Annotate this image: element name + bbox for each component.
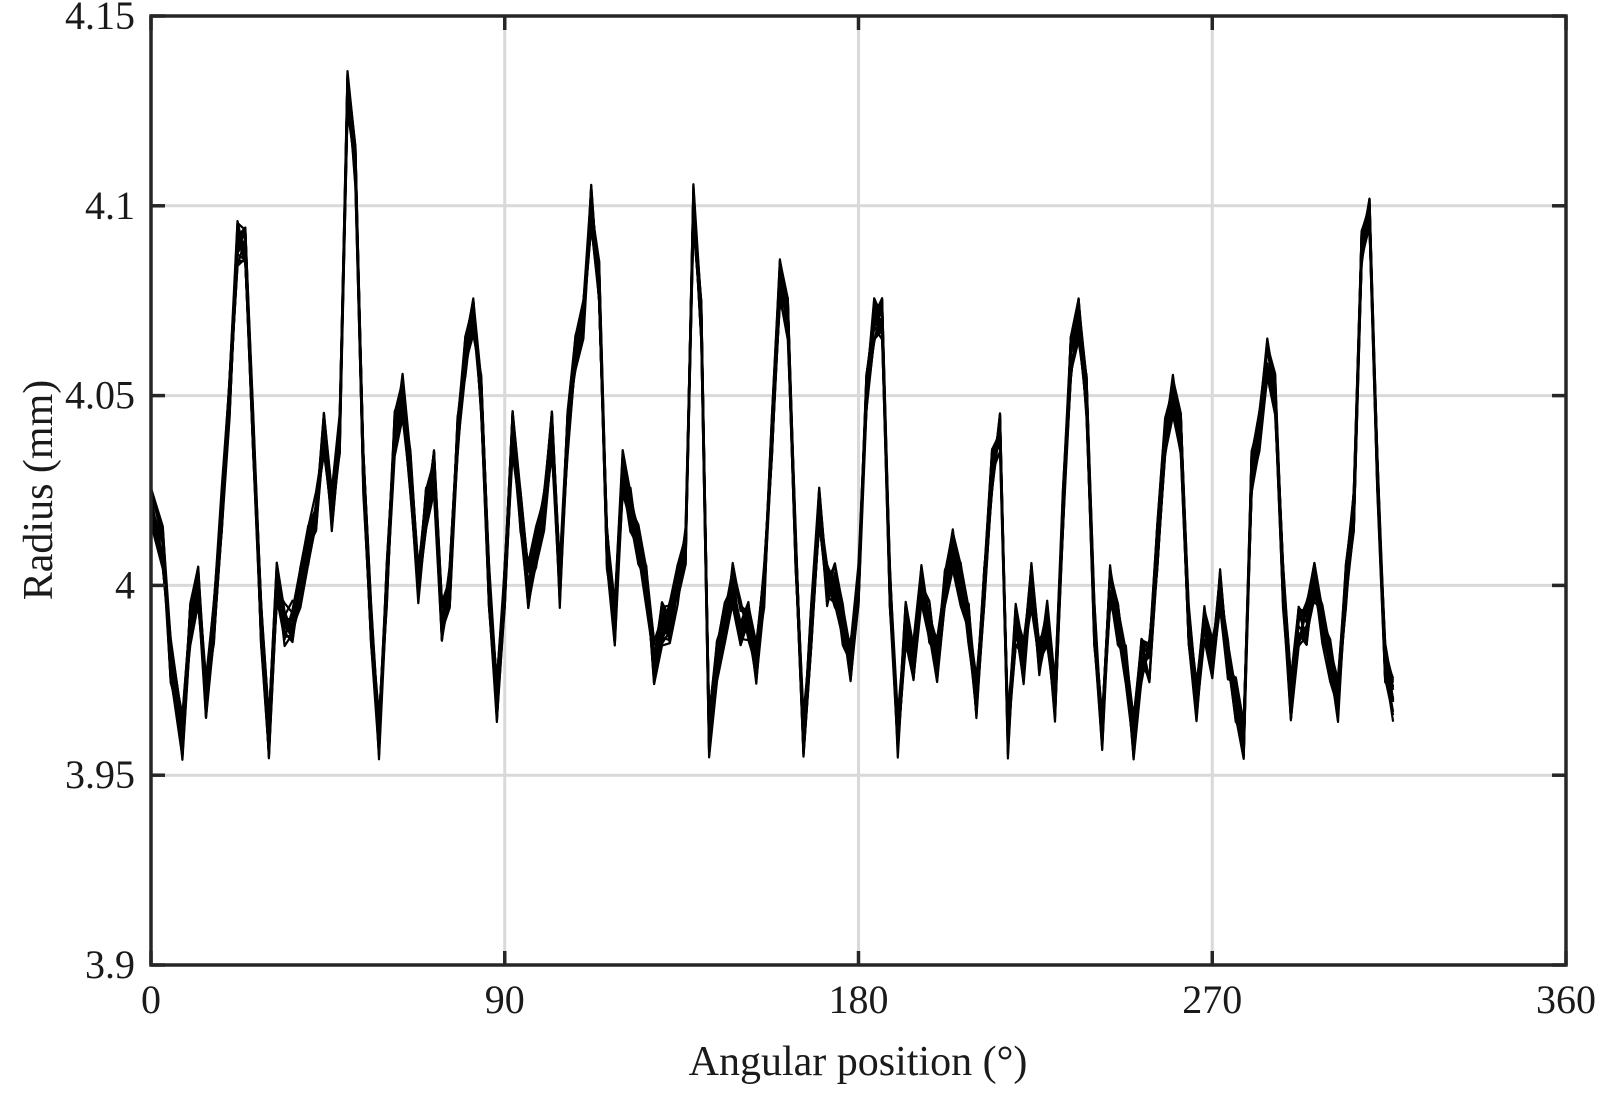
x-tick-label: 0 — [141, 977, 161, 1022]
y-tick-label: 4.05 — [65, 373, 135, 418]
x-tick-label: 90 — [485, 977, 525, 1022]
measurement-trace — [149, 73, 1395, 756]
x-axis-label: Angular position (°) — [689, 1039, 1028, 1085]
y-axis-label: Radius (mm) — [16, 380, 62, 600]
axis-ticks — [149, 14, 1568, 967]
y-tick-label: 3.95 — [65, 752, 135, 797]
y-tick-label: 4 — [115, 562, 135, 607]
y-tick-labels: 3.9 3.95 4 4.05 4.1 4.15 — [65, 0, 135, 987]
x-tick-labels: 0 90 180 270 360 — [141, 977, 1596, 1022]
x-tick-label: 180 — [829, 977, 889, 1022]
y-tick-label: 3.9 — [85, 942, 135, 987]
x-tick-label: 270 — [1182, 977, 1242, 1022]
x-tick-label: 360 — [1536, 977, 1596, 1022]
y-tick-label: 4.15 — [65, 0, 135, 38]
y-tick-label: 4.1 — [85, 183, 135, 228]
trace-lines — [149, 69, 1395, 761]
